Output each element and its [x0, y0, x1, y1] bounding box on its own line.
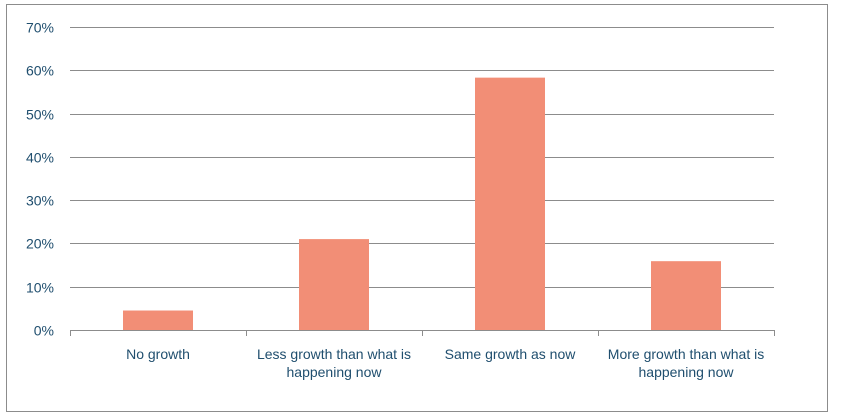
x-category-label: No growth [126, 346, 190, 362]
y-axis-tick-labels: 0% 10% 20% 30% 40% 50% 60% 70% [26, 20, 54, 339]
x-category-label-line: Same growth as now [445, 346, 577, 362]
y-tick-label: 40% [26, 150, 54, 166]
x-category-label-line: More growth than what is [608, 346, 764, 362]
bar [123, 310, 193, 330]
x-category-label: Same growth as now [445, 346, 577, 362]
x-category-label-line: happening now [287, 364, 383, 380]
x-category-label: Less growth than what is happening now [257, 346, 411, 380]
x-axis-category-labels: No growth Less growth than what is happeni… [126, 346, 764, 380]
x-category-label: More growth than what is happening now [608, 346, 764, 380]
y-tick-label: 0% [34, 323, 54, 339]
y-tick-label: 50% [26, 107, 54, 123]
x-category-label-line: No growth [126, 346, 190, 362]
gridlines [70, 27, 774, 288]
bar [475, 77, 545, 330]
y-tick-label: 10% [26, 280, 54, 296]
y-tick-label: 60% [26, 63, 54, 79]
y-tick-label: 20% [26, 236, 54, 252]
y-tick-label: 30% [26, 193, 54, 209]
bars [123, 77, 721, 330]
y-tick-label: 70% [26, 20, 54, 36]
bar [651, 261, 721, 330]
x-axis [70, 330, 775, 336]
bar [299, 239, 369, 330]
x-category-label-line: happening now [639, 364, 735, 380]
chart-frame [6, 4, 828, 412]
x-category-label-line: Less growth than what is [257, 346, 411, 362]
